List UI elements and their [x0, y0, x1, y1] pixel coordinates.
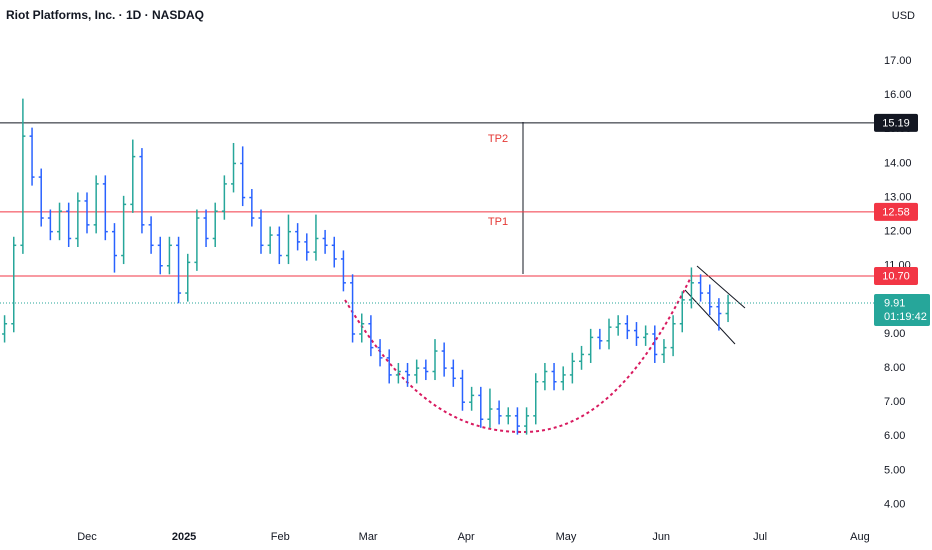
x-tick-label: Aug — [850, 531, 870, 543]
price-bars — [2, 98, 731, 435]
countdown-label: 01:19:42 — [884, 311, 927, 323]
x-tick-label: Mar — [359, 531, 378, 543]
chart-title: Riot Platforms, Inc. · 1D · NASDAQ — [6, 8, 204, 22]
y-tick-label: 4.00 — [884, 498, 905, 510]
x-tick-label: Apr — [458, 531, 475, 543]
y-tick-label: 12.00 — [884, 226, 912, 238]
y-tick-label: 16.00 — [884, 89, 912, 101]
y-tick-label: 17.00 — [884, 55, 912, 67]
x-tick-label: May — [556, 531, 577, 543]
y-tick-label: 8.00 — [884, 362, 905, 374]
level-box — [874, 202, 918, 221]
x-tick-label: Jul — [753, 531, 767, 543]
last-price-box — [874, 293, 930, 326]
y-tick-label: 6.00 — [884, 430, 905, 442]
y-tick-label: 5.00 — [884, 464, 905, 476]
y-tick-label: 9.00 — [884, 328, 905, 340]
annotation: TP1 — [488, 216, 508, 228]
x-tick-label: Feb — [271, 531, 290, 543]
cup-curve — [344, 274, 693, 434]
flag-lower — [684, 289, 736, 345]
drawings — [0, 122, 874, 434]
currency-label: USD — [892, 10, 915, 22]
y-tick-label: 7.00 — [884, 396, 905, 408]
x-tick-label: Jun — [652, 531, 670, 543]
level-box — [874, 113, 918, 132]
last-price-label: 9.91 — [884, 297, 905, 309]
level-box — [874, 267, 918, 285]
level-label: 10.70 — [882, 270, 910, 282]
x-tick-label: 2025 — [172, 531, 196, 543]
y-tick-label: 14.00 — [884, 157, 912, 169]
x-tick-label: Dec — [77, 531, 97, 543]
level-label: 15.19 — [882, 117, 910, 129]
y-tick-label: 13.00 — [884, 191, 912, 203]
annotation: TP2 — [488, 133, 508, 145]
flag-upper — [696, 265, 746, 309]
level-label: 12.58 — [882, 206, 910, 218]
